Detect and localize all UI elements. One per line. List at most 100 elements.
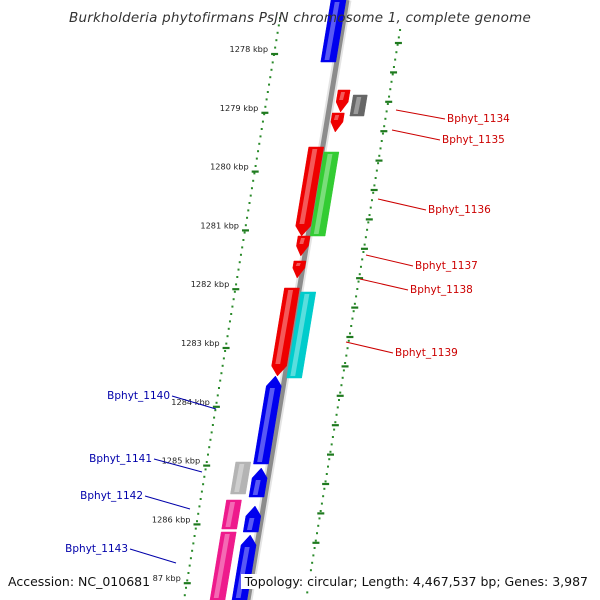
gene-label[interactable]: Bphyt_1137	[415, 260, 478, 272]
gene-highlight	[252, 480, 261, 495]
gene-arrow[interactable]	[209, 531, 237, 600]
gene-feature[interactable]	[231, 534, 257, 600]
gene-feature[interactable]	[296, 235, 311, 257]
ruler-dot	[231, 305, 234, 308]
gene-arrow[interactable]	[335, 89, 351, 113]
gene-arrow[interactable]	[242, 505, 262, 533]
gene-labels[interactable]: Bphyt_1134 Bphyt_1135 Bphyt_1136 Bphyt_1137…	[65, 109, 510, 564]
gene-feature[interactable]	[286, 291, 317, 379]
gene-label[interactable]: Bphyt_1134	[447, 113, 510, 125]
gene-highlight	[234, 464, 245, 492]
ruler-dot	[269, 76, 272, 79]
ruler-dot	[198, 505, 201, 508]
gene-feature[interactable]	[309, 151, 340, 237]
gene-arrow[interactable]	[231, 534, 257, 600]
gene-feature[interactable]	[230, 461, 252, 495]
gene-arrow[interactable]	[292, 260, 307, 279]
gene-label-group[interactable]: Bphyt_1134	[395, 109, 510, 125]
ruler-dot	[385, 110, 388, 113]
ruler-dot	[243, 231, 246, 234]
gene-arrow[interactable]	[286, 291, 317, 379]
ruler-dot	[214, 409, 217, 412]
gene-arrow[interactable]	[349, 94, 368, 117]
ruler-dot	[228, 320, 231, 323]
gene-arrow[interactable]	[230, 461, 252, 495]
gene-arrow[interactable]	[295, 146, 325, 237]
ruler-dot	[197, 512, 200, 515]
gene-label-group[interactable]: Bphyt_1137	[365, 254, 478, 272]
ruler-dot	[215, 401, 218, 404]
ruler-dot	[362, 251, 365, 253]
leader-line	[377, 198, 427, 211]
ruler-dot	[394, 58, 397, 61]
gene-feature[interactable]	[335, 89, 351, 113]
gene-feature[interactable]	[242, 505, 262, 533]
gene-feature[interactable]	[330, 112, 345, 133]
leader-line	[153, 458, 203, 473]
ruler-dot	[340, 384, 343, 387]
gene-feature[interactable]	[209, 531, 237, 600]
gene-label-group[interactable]: Bphyt_1143	[65, 543, 177, 564]
gene-arrow[interactable]	[271, 287, 300, 377]
gene-label[interactable]: Bphyt_1142	[80, 490, 143, 502]
gene-label-group[interactable]: Bphyt_1140	[107, 390, 217, 410]
gene-arrow[interactable]	[253, 375, 282, 465]
gene-label-group[interactable]: Bphyt_1142	[80, 490, 191, 510]
scale-tick-label: 1282 kbp	[191, 279, 230, 289]
ruler-dot	[221, 364, 224, 367]
gene-label-group[interactable]: Bphyt_1141	[89, 453, 203, 473]
ruler-dot	[331, 436, 334, 438]
gene-feature[interactable]	[253, 375, 282, 465]
leader-line	[345, 341, 394, 354]
gene-highlight	[235, 547, 250, 598]
accession-label: Accession: NC_010681	[8, 574, 153, 589]
gene-arrow[interactable]	[296, 235, 311, 257]
ruler-dot	[319, 510, 322, 512]
leader-line	[144, 495, 191, 510]
ruler-dot	[316, 532, 319, 535]
ruler-dot	[359, 265, 362, 268]
gene-label[interactable]: Bphyt_1143	[65, 543, 128, 555]
ruler-dot	[244, 224, 247, 227]
ruler-dot	[386, 103, 389, 105]
gene-arrow[interactable]	[248, 467, 268, 498]
gene-label[interactable]: Bphyt_1135	[442, 134, 505, 146]
ruler-dot	[367, 221, 370, 224]
gene-arrow[interactable]	[221, 499, 242, 530]
gene-label[interactable]: Bphyt_1140	[107, 390, 170, 402]
gene-label[interactable]: Bphyt_1136	[428, 204, 491, 216]
gene-track	[209, 0, 368, 600]
gene-feature[interactable]	[292, 260, 307, 279]
scale-ruler: 1278 kbp 1279 kbp 1280 kbp 1281 kbp 1282 kbp…	[142, 17, 282, 597]
right-ruler	[306, 29, 402, 594]
gene-label-group[interactable]: Bphyt_1138	[359, 278, 473, 296]
ruler-dot	[209, 438, 212, 441]
gene-arrow[interactable]	[309, 151, 340, 237]
gene-label[interactable]: Bphyt_1138	[410, 284, 473, 296]
ruler-dot	[253, 172, 256, 175]
ruler-dot	[350, 325, 353, 327]
gene-feature[interactable]	[295, 146, 325, 237]
gene-label-group[interactable]: Bphyt_1139	[345, 341, 458, 359]
gene-label[interactable]: Bphyt_1139	[395, 347, 458, 359]
ruler-dot	[361, 258, 364, 261]
gene-feature[interactable]	[221, 499, 242, 530]
ruler-dot	[232, 298, 235, 301]
gene-label-group[interactable]: Bphyt_1135	[391, 129, 505, 146]
gene-label[interactable]: Bphyt_1141	[89, 453, 152, 465]
gene-label-group[interactable]: Bphyt_1136	[377, 198, 491, 216]
gene-arrow[interactable]	[320, 0, 347, 63]
ruler-dot	[378, 154, 381, 157]
ruler-dot	[266, 91, 269, 93]
scale-tick-label: 1280 kbp	[210, 162, 249, 172]
gene-feature[interactable]	[349, 94, 368, 117]
ruler-dot	[373, 184, 376, 187]
gene-feature[interactable]	[320, 0, 347, 63]
ruler-dot	[185, 586, 188, 589]
gene-feature[interactable]	[271, 287, 300, 377]
ruler-dot	[206, 453, 209, 456]
gene-arrow[interactable]	[330, 112, 345, 133]
ruler-dot	[358, 273, 361, 276]
gene-feature[interactable]	[248, 467, 268, 498]
